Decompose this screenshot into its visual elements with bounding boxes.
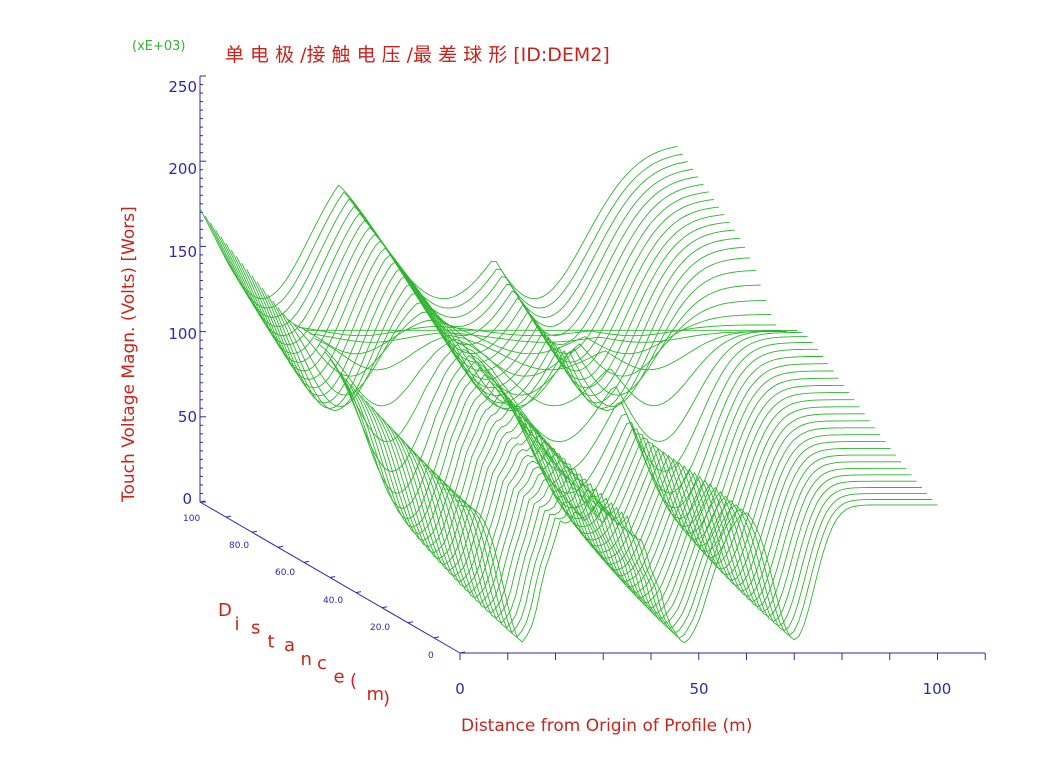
surface-profile-line <box>459 504 938 644</box>
surface-profile-line <box>298 324 777 337</box>
surface-profile-line <box>225 183 704 346</box>
surface-profile-line <box>241 206 720 372</box>
y-tick-label: 200 <box>168 160 197 178</box>
surface-profile-line <box>324 331 803 443</box>
surface-profile-line <box>345 356 824 520</box>
x-tick-label: 0 <box>455 680 465 698</box>
z-tick-mark <box>251 530 258 533</box>
z-tick-label: 100 <box>183 514 200 524</box>
surface-profile-line <box>220 176 699 337</box>
y-tick-label: 150 <box>168 243 197 261</box>
surface-profile-line <box>261 237 740 404</box>
z-axis-label-glyph: e <box>334 667 345 688</box>
z-tick-mark <box>303 560 310 563</box>
surface-profile-line <box>381 406 860 566</box>
surface-profile-line <box>392 420 870 577</box>
surface-profile-line <box>319 330 798 407</box>
x-ticks <box>459 653 986 660</box>
z-tick-label: 20.0 <box>370 623 390 633</box>
z-axis-label-glyph: n <box>301 649 312 670</box>
surface-profile-line <box>210 161 688 318</box>
surface-profile-line <box>376 399 855 560</box>
z-tick-mark <box>199 500 206 503</box>
y-tick-label: 0 <box>182 490 192 508</box>
z-axis-label-glyph: ( <box>350 670 357 691</box>
surface-profile-line <box>199 146 678 300</box>
surface-profile-line <box>277 270 756 408</box>
surface-profile-line <box>386 413 865 571</box>
surface-profile-line <box>314 330 792 371</box>
surface-profile-line <box>428 467 907 614</box>
surface-profile-line <box>397 427 876 583</box>
z-tick-label: 80.0 <box>229 541 249 551</box>
surface-profile-line <box>449 493 928 634</box>
z-tick-mark <box>355 591 362 594</box>
z-tick-mark <box>433 636 440 639</box>
surface-profile-line <box>267 246 746 409</box>
y-tick-label: 250 <box>168 78 197 96</box>
z-axis-label-glyph: c <box>317 653 327 674</box>
x-tick-label: 100 <box>923 680 952 698</box>
z-tick-mark <box>381 606 388 609</box>
x-axis-label: Distance from Origin of Profile (m) <box>461 716 752 736</box>
z-axis: 100 80.0 60.0 40.0 20.0 0 <box>183 500 466 661</box>
z-axis-label-glyph: a <box>284 635 295 656</box>
z-axis-label-glyph: i <box>235 614 240 635</box>
surface-profile-line <box>433 474 912 620</box>
surface-profile-line <box>444 487 922 630</box>
surface-profile-line <box>246 214 725 380</box>
z-tick-label: 0 <box>428 651 434 661</box>
z-tick-mark <box>329 576 336 578</box>
scale-note: (xE+03) <box>132 39 186 54</box>
y-tick-label: 50 <box>178 408 197 426</box>
x-tick-label: 50 <box>689 680 708 698</box>
surface-mesh <box>199 146 938 644</box>
z-tick-label: 60.0 <box>275 568 295 578</box>
z-axis-label-glyph: s <box>251 618 260 639</box>
z-tick-mark <box>277 545 284 548</box>
surface-profile-line <box>215 168 694 328</box>
z-tick-mark <box>407 621 414 624</box>
y-axis: 250 200 150 100 50 0 <box>168 75 206 508</box>
z-axis-label-glyph: t <box>268 631 275 652</box>
z-axis-label-glyph: D <box>218 600 232 621</box>
z-axis-label-glyph: ) <box>383 688 390 709</box>
surface-profile-line <box>251 221 730 389</box>
surface-profile-line <box>256 229 735 397</box>
surface-profile-line <box>412 447 891 599</box>
surface-profile-line <box>204 153 683 309</box>
surface-profile-line <box>439 480 917 625</box>
surface-profile-line <box>293 314 772 355</box>
surface-profile-line <box>371 392 850 554</box>
y-tick-label: 100 <box>168 325 197 343</box>
y-axis-label: Touch Voltage Magn. (Volts) [Wors] <box>119 206 139 503</box>
surface-profile-line <box>366 384 844 548</box>
z-tick-mark <box>225 515 232 518</box>
z-axis-label: Di st an ce ( m) <box>218 600 390 709</box>
surface-profile-line <box>282 284 761 396</box>
surface-profile-line <box>309 331 787 343</box>
chart-title: 单 电 极 /接 触 电 压 /最 差 球 形 [ID:DEM2] <box>225 44 610 66</box>
x-axis: 0 50 100 <box>455 652 986 698</box>
z-axis-label-glyph: m <box>367 684 385 705</box>
surface-profile-line <box>454 499 933 639</box>
y-minor-ticks <box>200 75 206 503</box>
z-tick-label: 40.0 <box>323 596 343 606</box>
z-ticks <box>199 500 466 654</box>
